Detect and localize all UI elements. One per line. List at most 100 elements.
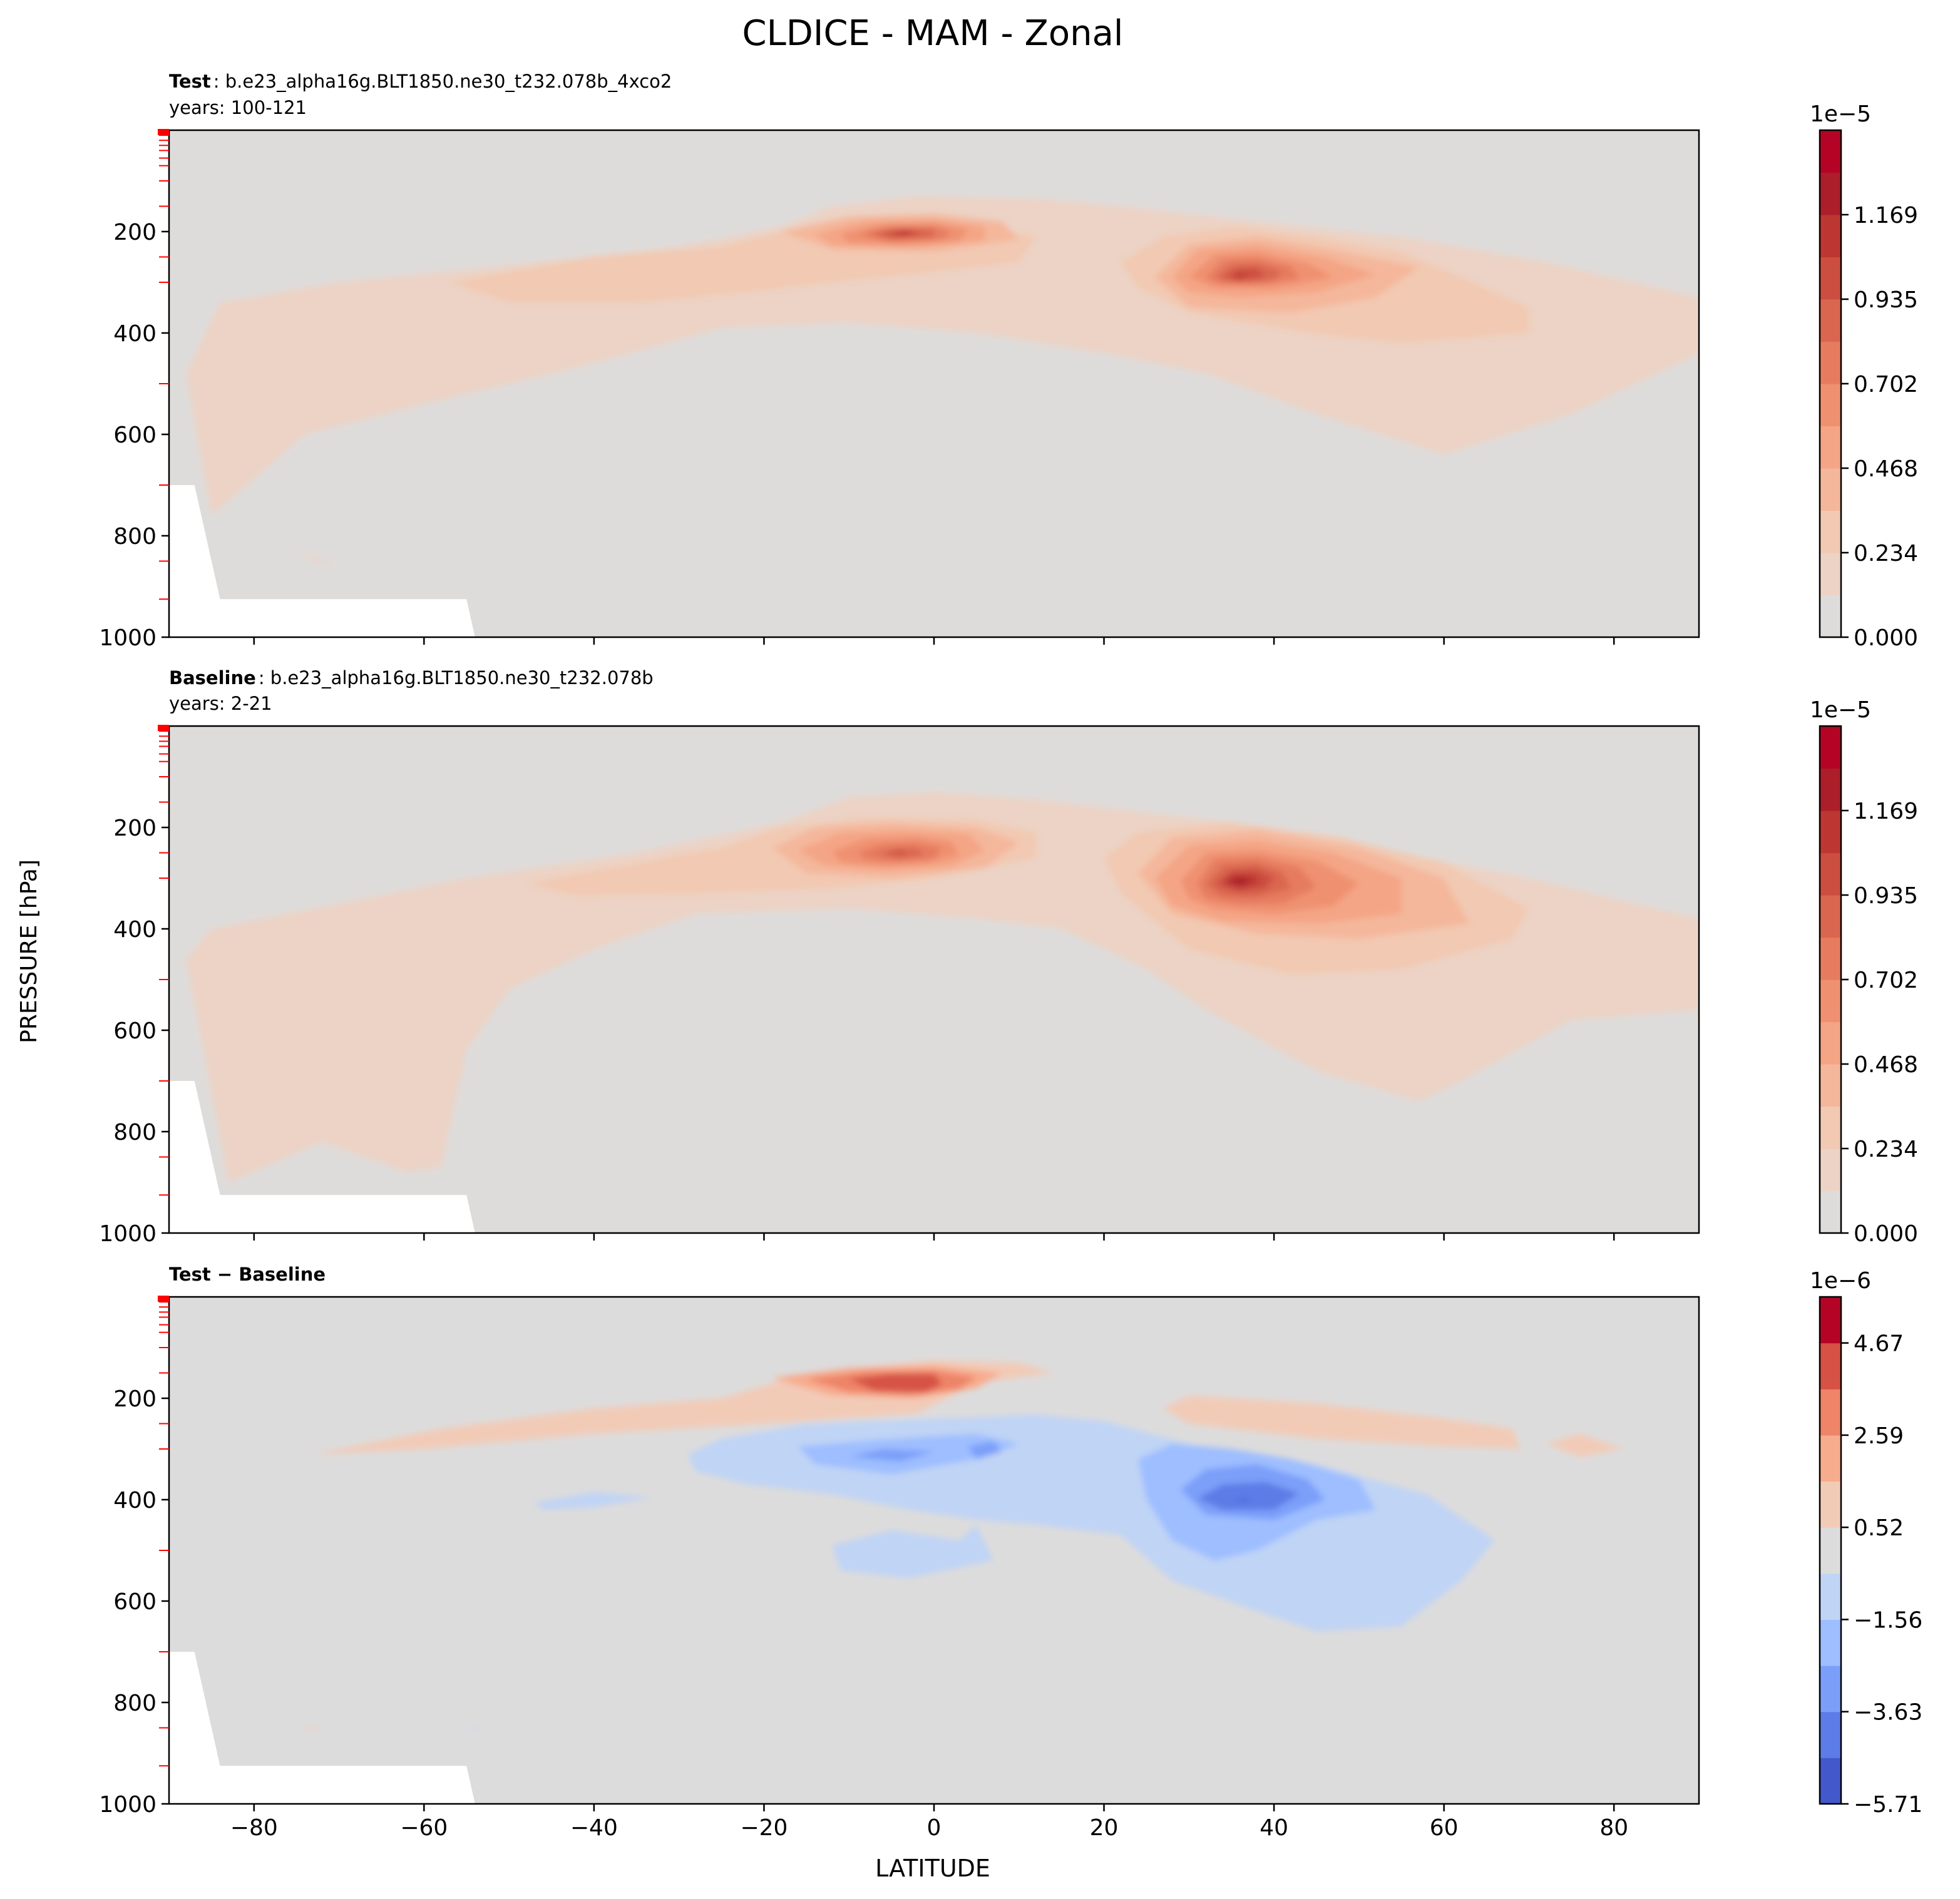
test-contour-19: [895, 232, 905, 233]
panel-test-subtitle-bold: Test: [169, 71, 211, 92]
test-colorbar-band-3: [1820, 468, 1841, 511]
difference-contour-7: [968, 1441, 1002, 1460]
difference-contour-13: [1546, 1433, 1623, 1457]
difference-colorbar-tick-label-3: 0.52: [1854, 1515, 1904, 1541]
panel-difference-colorbar: 1e−6 −5.71 −3.63 −1.56 0.52 2.59 4.67: [1810, 1268, 1922, 1818]
baseline-colorbar-band-5: [1820, 980, 1841, 1023]
difference-y-tick-label-400: 400: [113, 1488, 156, 1513]
panel-test-plot-area: [169, 130, 1699, 637]
baseline-top-level-marker: [158, 725, 169, 731]
baseline-colorbar-tick-label-5: 1.169: [1854, 799, 1918, 824]
difference-contour-2: [832, 1525, 993, 1579]
difference-contour-3: [466, 1726, 484, 1729]
difference-contour-9: [1197, 1482, 1300, 1510]
panel-test-y-axis: 200 400 600 800 1000: [99, 220, 169, 651]
baseline-colorbar-band-0: [1820, 1190, 1841, 1234]
panel-difference-plot-area: [169, 1297, 1699, 1804]
difference-colorbar-band-10: [1820, 1297, 1841, 1344]
panel-baseline-y-axis: 200 400 600 800 1000: [99, 816, 169, 1247]
difference-colorbar-tick-label-1: −3.63: [1854, 1700, 1922, 1726]
difference-x-tick-label--40: −40: [570, 1815, 618, 1841]
difference-contour-1: [534, 1492, 654, 1510]
panel-difference-subtitle: Test − Baseline: [169, 1264, 326, 1285]
test-colorbar-tick-label-5: 1.169: [1854, 203, 1918, 228]
baseline-colorbar-band-7: [1820, 895, 1841, 938]
test-colorbar-band-4: [1820, 426, 1841, 469]
test-colorbar-tick-label-4: 0.935: [1854, 287, 1918, 313]
difference-colorbar-tick-label-4: 2.59: [1854, 1423, 1904, 1449]
baseline-y-tick-label-400: 400: [113, 917, 156, 943]
baseline-y-tick-label-600: 600: [113, 1018, 156, 1044]
test-y-tick-label-800: 800: [113, 524, 156, 550]
panel-difference-x-axis: −80 −60 −40 −20 0 20 40 60 80: [230, 1804, 1628, 1841]
baseline-colorbar-tick-label-1: 0.234: [1854, 1137, 1918, 1162]
difference-y-tick-label-800: 800: [113, 1691, 156, 1716]
test-colorbar-tick-label-0: 0.000: [1854, 625, 1918, 651]
baseline-colorbar-band-11: [1820, 726, 1841, 769]
panel-baseline-subtitle: Baseline: b.e23_alpha16g.BLT1850.ne30_t2…: [169, 667, 654, 688]
test-contour-17: [1231, 274, 1249, 279]
panel-test: Test: b.e23_alpha16g.BLT1850.ne30_t232.0…: [99, 71, 1918, 651]
difference-x-tick-label--20: −20: [740, 1815, 788, 1841]
baseline-colorbar-band-10: [1820, 768, 1841, 811]
test-colorbar-band-8: [1820, 257, 1841, 300]
difference-colorbar-frame: [1819, 1296, 1842, 1805]
difference-contour-14: [296, 1726, 322, 1729]
panel-difference-colorbar-exponent: 1e−6: [1810, 1268, 1871, 1294]
baseline-y-tick-label-1000: 1000: [99, 1221, 156, 1247]
panel-difference-missing-region: [169, 1652, 475, 1804]
panel-baseline-subtitle-rest: : b.e23_alpha16g.BLT1850.ne30_t232.078b: [259, 667, 654, 688]
panel-baseline-subtitle-bold: Baseline: [169, 667, 256, 688]
baseline-colorbar-tick-label-3: 0.702: [1854, 968, 1918, 993]
difference-colorbar-tick-label-2: −1.56: [1854, 1607, 1922, 1633]
difference-colorbar-band-5: [1820, 1527, 1841, 1574]
baseline-y-tick-label-200: 200: [113, 816, 156, 841]
test-contour-1: [270, 541, 339, 566]
test-y-tick-label-600: 600: [113, 422, 156, 448]
baseline-y-tick-label-800: 800: [113, 1120, 156, 1145]
panel-difference-subtitle-bold: Test − Baseline: [169, 1264, 326, 1285]
panel-baseline-contours: [186, 792, 1699, 1182]
baseline-colorbar-tick-label-4: 0.935: [1854, 883, 1918, 909]
x-axis-label: LATITUDE: [875, 1855, 990, 1882]
panel-test-level-markers: [158, 129, 169, 600]
panel-baseline: Baseline: b.e23_alpha16g.BLT1850.ne30_t2…: [99, 667, 1918, 1247]
baseline-colorbar-band-9: [1820, 811, 1841, 854]
y-axis-label: PRESSURE [hPa]: [16, 859, 42, 1043]
panel-baseline-level-markers: [158, 725, 169, 1196]
baseline-colorbar-band-4: [1820, 1021, 1841, 1065]
difference-colorbar-band-6: [1820, 1481, 1841, 1528]
panel-test-contours: [186, 196, 1699, 566]
test-colorbar-tick-label-2: 0.468: [1854, 456, 1918, 482]
panel-baseline-plot-area: [169, 726, 1699, 1233]
test-colorbar-band-1: [1820, 553, 1841, 596]
difference-colorbar-band-3: [1820, 1619, 1841, 1666]
test-colorbar-band-2: [1820, 510, 1841, 553]
figure-title: CLDICE - MAM - Zonal: [742, 13, 1124, 54]
difference-contour-10: [1231, 1498, 1249, 1502]
panel-test-x-axis: [253, 637, 1615, 645]
panel-baseline-years: years: 2-21: [169, 693, 272, 714]
difference-colorbar-band-7: [1820, 1435, 1841, 1482]
difference-colorbar-band-2: [1820, 1666, 1841, 1712]
test-colorbar-tick-label-3: 0.702: [1854, 372, 1918, 397]
difference-x-tick-label--60: −60: [400, 1815, 448, 1841]
difference-x-tick-label-40: 40: [1260, 1815, 1288, 1841]
difference-x-tick-label-20: 20: [1090, 1815, 1119, 1841]
test-y-tick-label-1000: 1000: [99, 625, 156, 651]
test-colorbar-tick-label-1: 0.234: [1854, 541, 1918, 566]
panel-difference-contours: [296, 1360, 1623, 1729]
test-colorbar-band-7: [1820, 299, 1841, 342]
panel-baseline-colorbar-exponent: 1e−5: [1810, 697, 1871, 723]
difference-y-tick-label-200: 200: [113, 1386, 156, 1412]
test-colorbar-band-11: [1820, 130, 1841, 173]
baseline-colorbar-band-3: [1820, 1064, 1841, 1107]
difference-y-tick-label-1000: 1000: [99, 1792, 156, 1818]
panel-baseline-x-axis: [253, 1233, 1615, 1241]
panel-test-missing-region: [169, 485, 475, 637]
test-y-tick-label-400: 400: [113, 321, 156, 347]
test-top-level-marker: [158, 129, 169, 135]
baseline-contour-16: [1227, 877, 1253, 886]
